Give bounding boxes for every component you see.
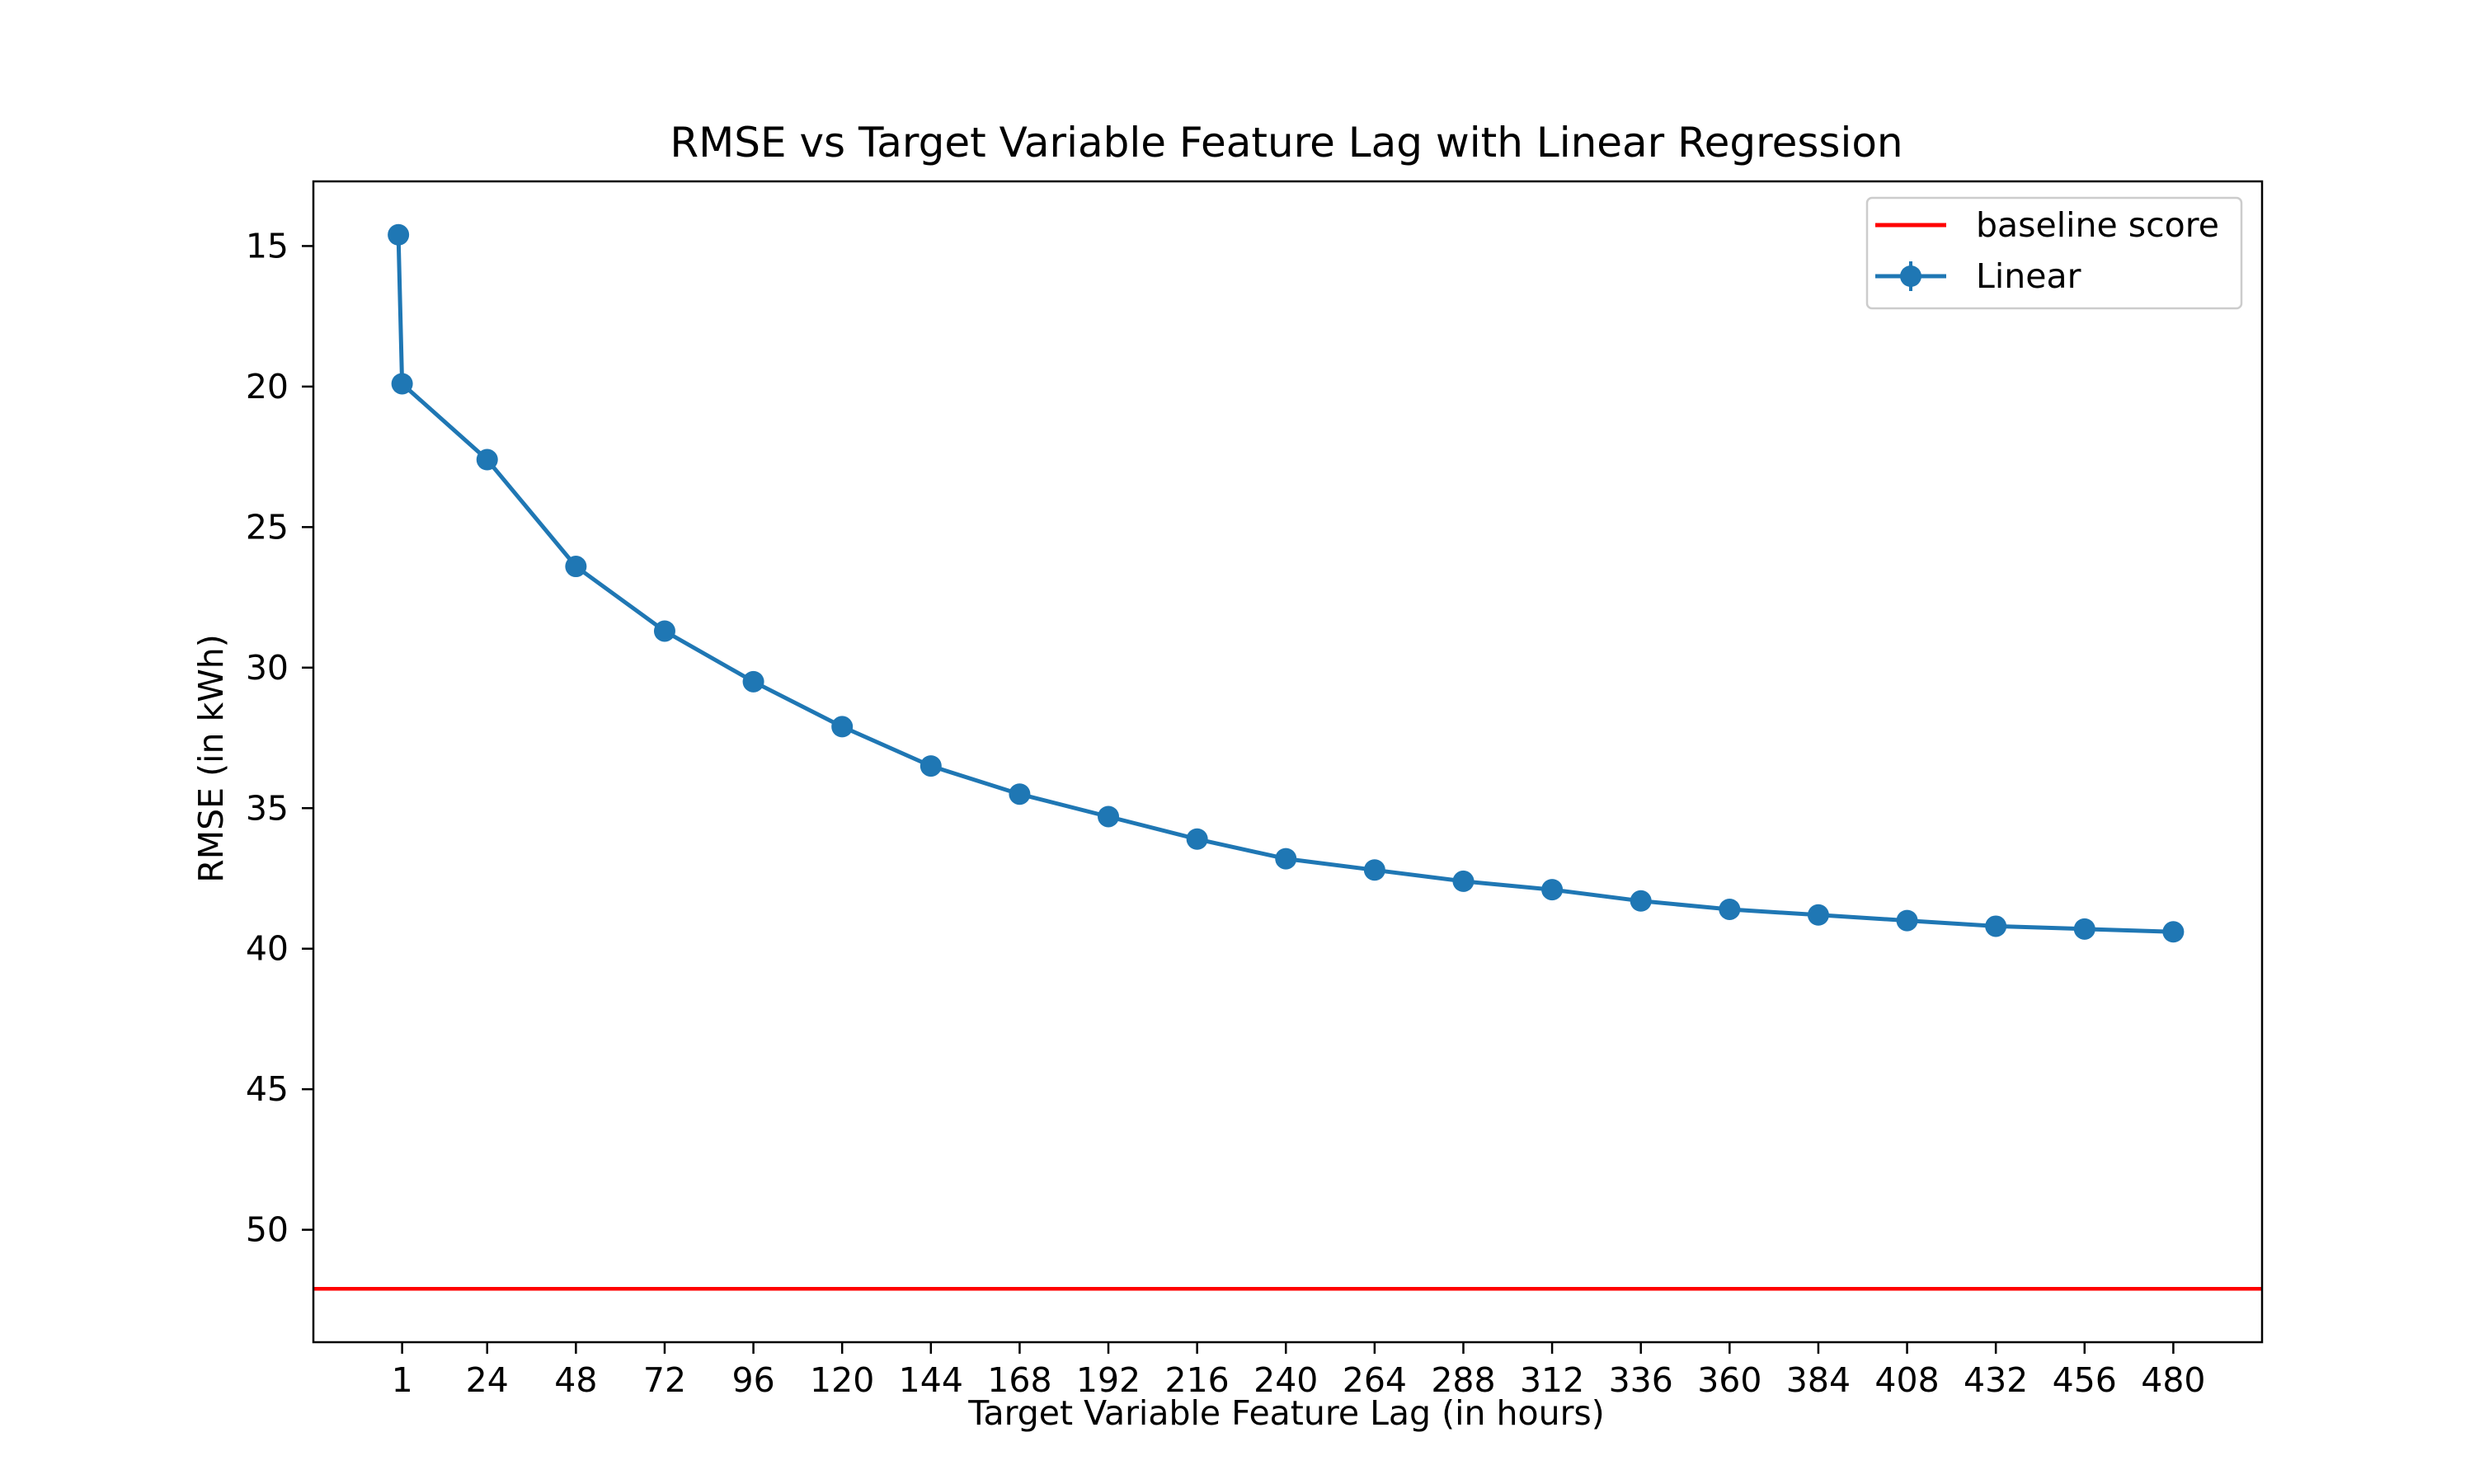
x-tick-label: 312 (1520, 1360, 1584, 1400)
x-tick-label: 384 (1786, 1360, 1851, 1400)
data-point (1098, 805, 1120, 828)
data-point (476, 448, 498, 471)
x-tick-label: 408 (1874, 1360, 1939, 1400)
data-point (1186, 828, 1208, 850)
data-point (2073, 918, 2095, 940)
data-point (1896, 909, 1918, 932)
x-tick-label: 264 (1343, 1360, 1407, 1400)
legend-swatch-linear-marker (1900, 265, 1921, 287)
y-tick-label: 45 (246, 1069, 289, 1109)
legend: baseline score Linear (1865, 196, 2243, 310)
y-axis-label: RMSE (in kWh) (191, 634, 231, 883)
data-point (1452, 870, 1475, 892)
y-tick-label: 20 (246, 367, 289, 406)
data-point (1363, 859, 1385, 881)
x-tick-label: 168 (987, 1360, 1051, 1400)
data-point (1985, 915, 2007, 937)
y-tick-label: 35 (246, 788, 289, 828)
x-tick-label: 192 (1076, 1360, 1141, 1400)
legend-frame (1865, 196, 2243, 310)
x-tick-label: 288 (1431, 1360, 1495, 1400)
x-tick-label: 432 (1964, 1360, 2028, 1400)
data-point (1719, 898, 1741, 920)
legend-label-baseline: baseline score (1976, 205, 2219, 245)
series-line-linear (396, 234, 2174, 934)
x-tick-label: 144 (899, 1360, 963, 1400)
x-tick-label: 72 (643, 1360, 686, 1400)
x-tick-label: 24 (466, 1360, 509, 1400)
plot-area (312, 180, 2264, 1344)
data-point (388, 223, 410, 246)
x-tick-label: 360 (1697, 1360, 1761, 1400)
x-tick-label: 480 (2141, 1360, 2205, 1400)
x-tick-label: 96 (731, 1360, 774, 1400)
axes-frame (312, 180, 2264, 1344)
data-point (391, 373, 413, 395)
x-tick-label: 456 (2053, 1360, 2117, 1400)
data-point (1630, 890, 1652, 912)
x-axis-label: Target Variable Feature Lag (in hours) (967, 1393, 1605, 1433)
axis-ticks: 1 24 48 72 96 120 144 168 192 216 240 264 288 312 336 3… (246, 226, 2206, 1400)
data-point (2162, 921, 2185, 943)
data-point (920, 755, 942, 777)
y-tick-label: 40 (246, 929, 289, 969)
y-tick-label: 50 (246, 1210, 289, 1250)
y-tick-label: 15 (246, 226, 289, 265)
y-tick-label: 25 (246, 507, 289, 547)
x-tick-label: 336 (1609, 1360, 1673, 1400)
y-tick-label: 30 (246, 648, 289, 688)
data-point (1541, 879, 1564, 901)
data-point (831, 716, 854, 738)
chart-title: RMSE vs Target Variable Feature Lag with… (670, 119, 1903, 167)
data-point (1807, 904, 1829, 926)
x-tick-label: 1 (392, 1360, 413, 1400)
data-point (1275, 848, 1297, 870)
data-point (1009, 783, 1031, 805)
legend-label-linear: Linear (1976, 256, 2081, 296)
data-point (565, 556, 587, 578)
x-tick-label: 240 (1253, 1360, 1318, 1400)
data-point (742, 670, 764, 693)
data-point (653, 620, 675, 642)
x-tick-label: 48 (554, 1360, 597, 1400)
x-tick-label: 216 (1165, 1360, 1230, 1400)
x-tick-label: 120 (810, 1360, 874, 1400)
